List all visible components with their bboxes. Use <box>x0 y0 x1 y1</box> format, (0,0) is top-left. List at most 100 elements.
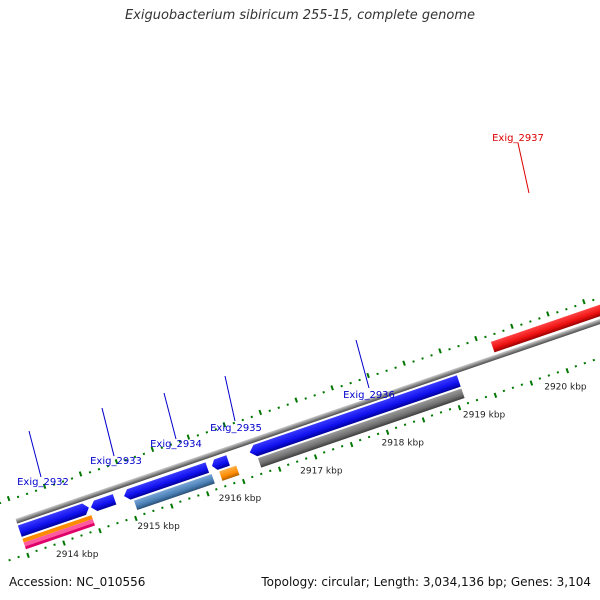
tick-upper-64 <box>565 307 568 311</box>
tick-lower-30 <box>277 466 282 472</box>
tick-lower-8 <box>80 534 83 537</box>
tick-upper-66 <box>582 298 586 305</box>
tick-upper-1 <box>0 501 2 505</box>
tick-lower-16 <box>152 509 155 513</box>
tick-lower-33 <box>304 457 308 460</box>
tick-upper-54 <box>474 335 478 342</box>
tick-lower-3 <box>35 549 38 553</box>
tick-lower-11 <box>107 524 110 528</box>
tick-lower-38 <box>349 441 354 448</box>
tick-lower-62 <box>565 368 570 374</box>
tick-upper-16 <box>133 455 137 459</box>
tick-lower-35 <box>322 451 326 454</box>
tick-upper-20 <box>169 443 173 446</box>
callout-line-exig-2936 <box>355 339 370 389</box>
tick-upper-8 <box>61 480 65 483</box>
tick-upper-35 <box>304 397 307 400</box>
tick-upper-36 <box>313 394 316 397</box>
gene-label-exig-2937[interactable]: Exig_2937 <box>492 133 544 144</box>
tick-lower-49 <box>448 408 452 411</box>
tick-lower-1 <box>17 555 20 559</box>
tick-upper-2 <box>6 495 11 502</box>
tick-lower-17 <box>161 506 164 510</box>
tick-lower-44 <box>403 423 407 426</box>
tick-lower-6 <box>62 540 66 546</box>
gene-bar-exig-2932-pink[interactable] <box>23 518 95 547</box>
gene-bar-exig-2935-forward[interactable] <box>210 455 230 471</box>
tick-upper-30 <box>258 409 263 416</box>
tick-lower-63 <box>574 364 578 368</box>
tick-lower-41 <box>376 432 380 436</box>
tick-upper-34 <box>294 397 298 403</box>
callout-line-exig-2932 <box>28 430 42 478</box>
tick-upper-23 <box>196 434 200 437</box>
gene-bar-exig-2932-orange[interactable] <box>22 515 93 543</box>
tick-upper-10 <box>78 471 83 477</box>
tick-lower-58 <box>529 380 534 386</box>
tick-upper-37 <box>322 391 325 394</box>
tick-upper-6 <box>42 483 47 489</box>
gene-label-exig-2936[interactable]: Exig_2936 <box>343 390 395 401</box>
tick-upper-19 <box>160 446 164 449</box>
tick-upper-53 <box>466 341 469 345</box>
tick-lower-46 <box>421 417 426 423</box>
tick-lower-64 <box>583 361 587 365</box>
scale-label-6: 2920 kbp <box>544 383 587 393</box>
tick-lower-4 <box>44 546 47 550</box>
gene-bar-exig-2936-grey[interactable] <box>257 388 465 468</box>
tick-upper-67 <box>592 298 595 302</box>
gene-callouts <box>28 142 530 478</box>
tick-upper-50 <box>438 348 442 354</box>
tick-lower-54 <box>493 392 498 399</box>
tick-upper-40 <box>349 381 352 385</box>
gene-label-exig-2934[interactable]: Exig_2934 <box>150 439 202 450</box>
tick-upper-13 <box>106 464 110 468</box>
tick-upper-58 <box>510 323 514 329</box>
genome-backbone <box>15 292 600 524</box>
tick-upper-25 <box>214 427 218 431</box>
tick-upper-31 <box>268 409 272 413</box>
tick-upper-62 <box>546 311 550 317</box>
tick-lower-25 <box>233 481 236 485</box>
tick-lower-14 <box>134 515 138 522</box>
tick-lower-18 <box>170 503 174 509</box>
tick-upper-42 <box>366 372 370 379</box>
tick-upper-3 <box>16 495 20 499</box>
gene-bar-exig-2934-steel[interactable] <box>134 474 215 511</box>
tick-upper-17 <box>142 452 146 456</box>
callout-line-exig-2937 <box>517 142 530 194</box>
tick-lower-53 <box>484 395 488 399</box>
gene-label-exig-2932[interactable]: Exig_2932 <box>17 477 69 488</box>
tick-lower-59 <box>538 377 542 380</box>
scale-label-4: 2918 kbp <box>382 438 425 448</box>
gene-bar-exig-2932-magenta[interactable] <box>24 522 96 550</box>
tick-lower-57 <box>520 383 524 386</box>
tick-lower-7 <box>71 537 74 540</box>
gene-bar-exig-2932-forward[interactable] <box>17 502 91 537</box>
tick-lower-52 <box>475 398 479 402</box>
gene-label-exig-2935[interactable]: Exig_2935 <box>210 423 262 434</box>
gene-label-exig-2933[interactable]: Exig_2933 <box>90 456 142 467</box>
tick-upper-22 <box>186 434 191 440</box>
gene-bar-exig-2933[interactable] <box>89 494 117 513</box>
map-title: Exiguobacterium sibiricum 255-15, comple… <box>124 8 476 23</box>
tick-lower-12 <box>116 521 119 525</box>
tick-lower-27 <box>250 475 254 479</box>
gene-bar-exig-2935-orange[interactable] <box>219 465 240 481</box>
tick-lower-22 <box>206 491 210 497</box>
tick-lower-5 <box>53 543 56 546</box>
scale-ticks-lower <box>8 358 596 562</box>
tick-upper-44 <box>385 369 388 373</box>
tick-lower-48 <box>439 411 443 414</box>
tick-lower-60 <box>547 374 551 377</box>
tick-upper-5 <box>34 489 38 493</box>
tick-upper-26 <box>222 422 227 428</box>
accession-label: Accession: NC_010556 <box>9 575 146 589</box>
tick-upper-14 <box>114 458 119 465</box>
gene-bar-exig-2934-forward[interactable] <box>122 462 210 501</box>
tick-upper-11 <box>88 471 92 474</box>
tick-upper-43 <box>376 372 379 376</box>
gene-bar-exig-2937[interactable] <box>490 297 600 353</box>
gene-bar-exig-2936-forward[interactable] <box>248 375 461 458</box>
